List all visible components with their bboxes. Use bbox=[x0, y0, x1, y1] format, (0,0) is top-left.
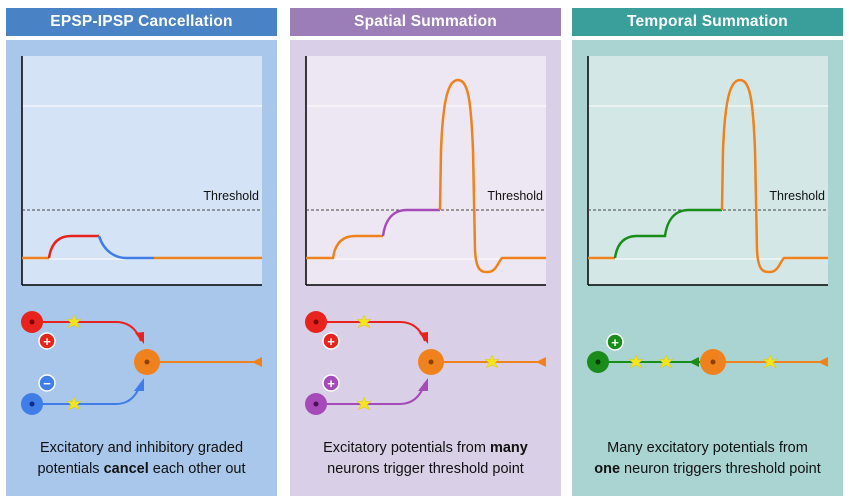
plus-sign-text: + bbox=[611, 335, 619, 350]
caption-line: Excitatory potentials from many bbox=[290, 438, 561, 459]
threshold-label: Threshold bbox=[487, 189, 543, 203]
caption-line: Excitatory and inhibitory graded bbox=[39, 440, 244, 456]
caption-text: potentials bbox=[37, 461, 104, 477]
panel-spatial-summation: Spatial Summation Threshold bbox=[290, 8, 561, 496]
neuron-nucleus bbox=[29, 401, 35, 407]
panel-title: EPSP-IPSP Cancellation bbox=[50, 13, 233, 30]
synapse-spark-icon bbox=[484, 354, 500, 369]
threshold-label: Threshold bbox=[203, 189, 259, 203]
axon-terminal-arrow bbox=[536, 357, 546, 367]
axon-terminal-arrow bbox=[252, 357, 262, 367]
plus-sign-icon bbox=[322, 374, 340, 392]
panel-header: Spatial Summation bbox=[290, 8, 561, 36]
panel-caption: Excitatory potentials from many neurons … bbox=[290, 438, 561, 480]
caption-emphasis: one bbox=[594, 461, 621, 477]
plus-sign-icon bbox=[322, 332, 340, 350]
graph-area bbox=[22, 56, 262, 285]
minus-sign-text: − bbox=[43, 376, 51, 391]
panel-header: Temporal Summation bbox=[572, 8, 843, 36]
axon-terminal-arrow bbox=[134, 378, 144, 391]
synapse-spark-icon bbox=[762, 354, 778, 369]
neuron-nucleus bbox=[144, 359, 150, 365]
caption-emphasis: cancel bbox=[103, 461, 149, 477]
ipsp-trace bbox=[97, 235, 154, 260]
plus-sign-text: + bbox=[327, 376, 335, 391]
neuron-nucleus bbox=[29, 319, 35, 325]
panel-header: EPSP-IPSP Cancellation bbox=[6, 8, 277, 36]
caption-line: one neuron triggers threshold point bbox=[572, 459, 843, 480]
epsp-trace bbox=[47, 234, 99, 259]
neuron-nucleus bbox=[428, 359, 434, 365]
panel-body: Threshold + Many e bbox=[572, 40, 843, 496]
graph-area bbox=[306, 56, 546, 285]
panel-caption: Many excitatory potentials from one neur… bbox=[572, 438, 843, 480]
neuron-nucleus bbox=[313, 319, 319, 325]
minus-sign-icon bbox=[38, 374, 56, 392]
synapse-spark-icon bbox=[356, 396, 372, 411]
synapse-spark-icon bbox=[66, 314, 82, 329]
panel-title: Spatial Summation bbox=[354, 13, 497, 30]
axon-terminal-arrow bbox=[418, 378, 428, 391]
panel-illustration: Threshold + bbox=[587, 56, 828, 375]
caption-line: potentials cancel each other out bbox=[6, 459, 277, 480]
epsp-trace bbox=[306, 234, 383, 260]
neuron-nucleus bbox=[595, 359, 601, 365]
neuron-nucleus bbox=[710, 359, 716, 365]
plus-sign-text: + bbox=[327, 334, 335, 349]
neuron-nucleus bbox=[313, 401, 319, 407]
threshold-label: Threshold bbox=[769, 189, 825, 203]
caption-text: Excitatory potentials from bbox=[323, 440, 490, 456]
action-potential-trace bbox=[720, 78, 828, 274]
panel-illustration: Threshold + bbox=[21, 56, 262, 415]
panel-illustration: Threshold bbox=[305, 56, 546, 415]
summed-epsp-trace bbox=[381, 208, 440, 237]
caption-text: neuron triggers threshold point bbox=[620, 461, 821, 477]
plus-sign-icon bbox=[38, 332, 56, 350]
axon-terminal-arrow bbox=[419, 332, 428, 344]
panel-title: Temporal Summation bbox=[627, 13, 788, 30]
synapse-spark-icon bbox=[66, 396, 82, 411]
synapse-spark-icon bbox=[356, 314, 372, 329]
graph-area bbox=[588, 56, 828, 285]
panel-body: Threshold bbox=[290, 40, 561, 496]
caption-line: neurons trigger threshold point bbox=[327, 461, 524, 477]
caption-emphasis: many bbox=[489, 440, 528, 456]
panel-body: Threshold + bbox=[6, 40, 277, 496]
panel-caption: Excitatory and inhibitory graded potenti… bbox=[6, 438, 277, 480]
axon-terminal-arrow bbox=[818, 357, 828, 367]
panel-temporal-summation: Temporal Summation Threshold bbox=[572, 8, 843, 496]
caption-line: Many excitatory potentials from bbox=[607, 440, 808, 456]
plus-sign-icon bbox=[606, 333, 624, 351]
axon-terminal-arrow bbox=[689, 357, 699, 367]
summed-epsp-trace bbox=[613, 208, 722, 259]
panel-epsp-ipsp-cancellation: EPSP-IPSP Cancellation Threshold bbox=[6, 8, 277, 496]
action-potential-trace bbox=[438, 78, 546, 274]
plus-sign-text: + bbox=[43, 334, 51, 349]
axon-terminal-arrow bbox=[135, 332, 144, 344]
caption-text: each other out bbox=[148, 461, 246, 477]
synapse-spark-icon bbox=[628, 354, 644, 369]
synapse-spark-icon bbox=[658, 354, 674, 369]
